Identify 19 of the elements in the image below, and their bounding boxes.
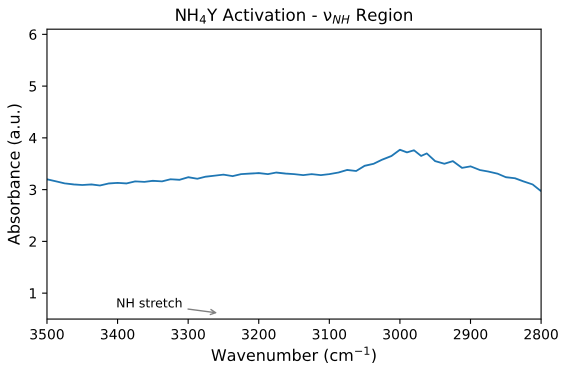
x-tick-label: 3300 [172,328,205,340]
y-tick-label: 2 [29,236,36,247]
x-tick-label: 2900 [454,328,488,340]
x-tick-label: 3400 [100,328,134,340]
x-tick-label: 3500 [30,328,64,340]
y-tick-label: 4 [29,133,36,144]
x-tick-label: 3100 [312,328,346,340]
x-tick-label: 3200 [242,328,276,340]
y-tick-label: 5 [29,81,36,92]
x-tick-label: 2800 [524,328,558,340]
annotation: NH stretch [117,298,182,308]
x-tick-label: 3000 [383,328,417,340]
line-series [46,148,542,192]
y-axis-title: Absorbance (a.u.) [7,104,22,245]
y-tick-label: 3 [29,184,36,196]
x-axis-title: Wavenumber (cm$^{−1}$) [211,346,376,364]
y-tick-label: 1 [30,288,36,298]
chart-title: NH$_{4}$Y Activation - ν$_{NH}$ Region [176,8,412,24]
y-tick-label: 6 [29,29,36,40]
